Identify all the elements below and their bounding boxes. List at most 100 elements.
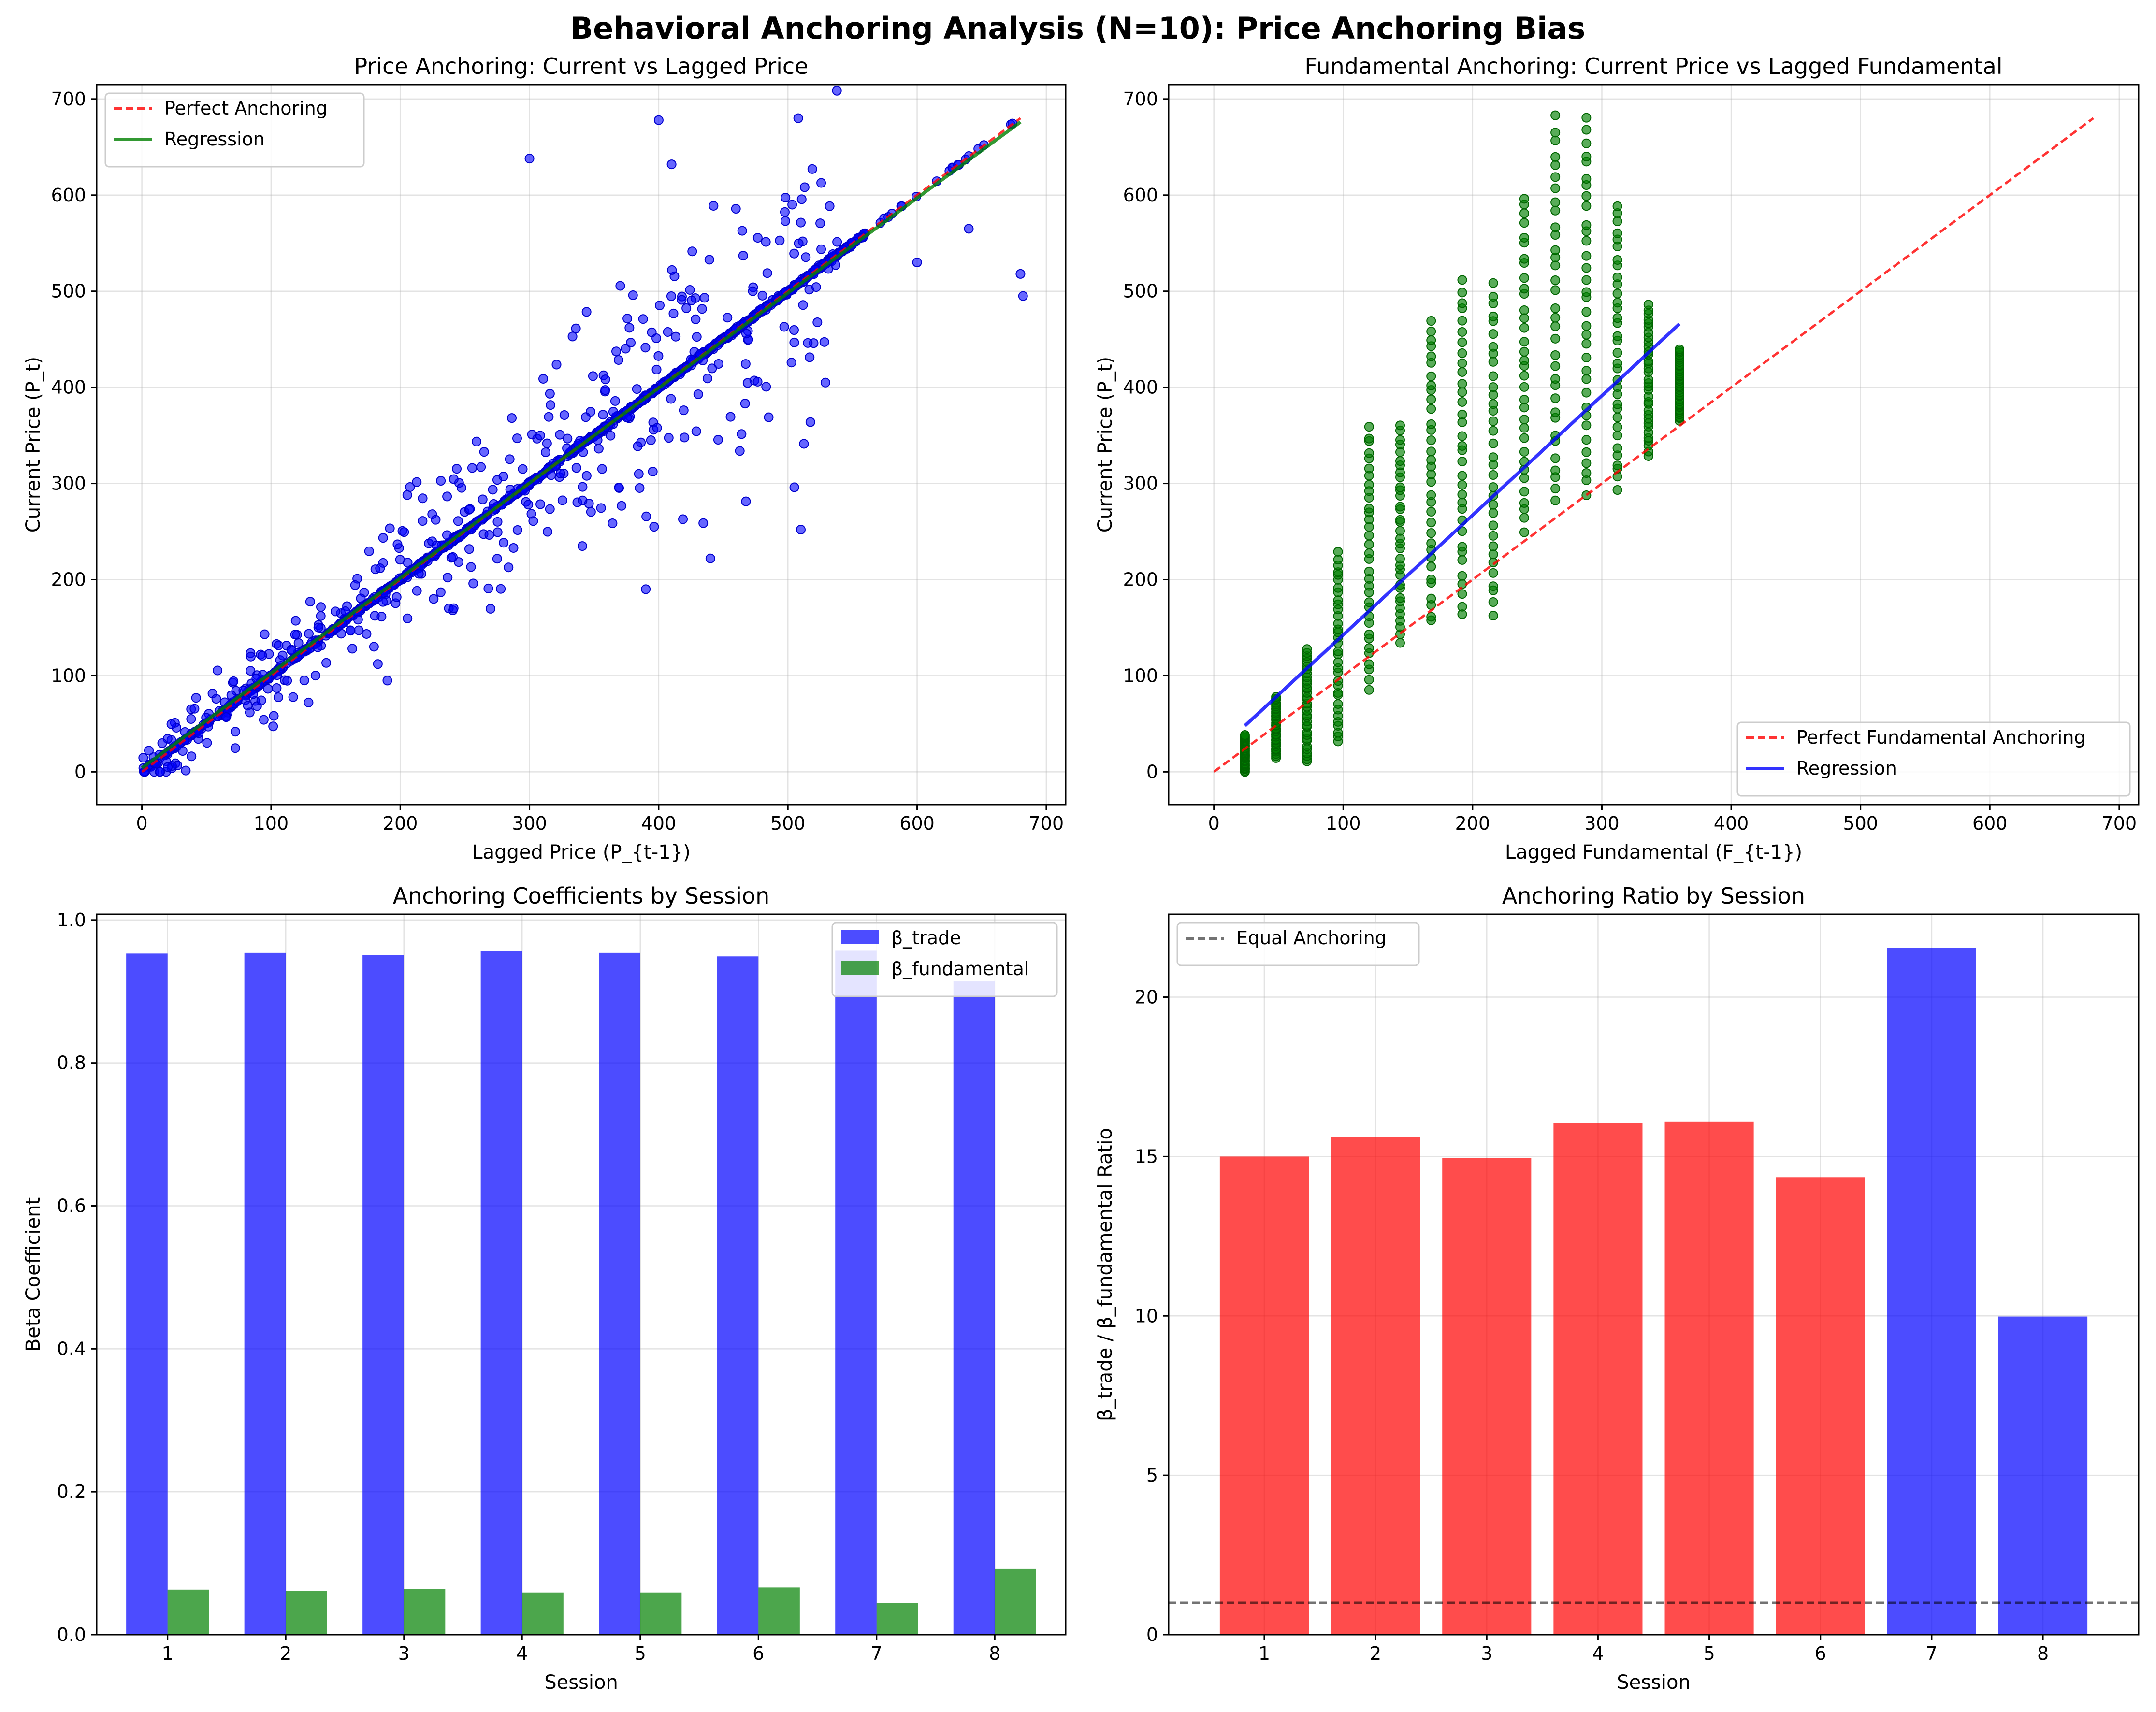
scatter-point [540, 447, 550, 457]
scatter-point [1488, 520, 1498, 531]
scatter-point [202, 738, 212, 748]
scatter-point [1426, 446, 1436, 457]
scatter-point [442, 491, 452, 502]
scatter-point [546, 400, 556, 410]
scatter-point [157, 738, 167, 748]
scatter-point [787, 200, 797, 210]
scatter-point [1581, 287, 1592, 297]
scatter-point [496, 584, 506, 594]
scatter-point [1612, 201, 1622, 211]
scatter-point [761, 382, 771, 392]
scatter-point [811, 282, 821, 292]
y-tick-label: 700 [1123, 88, 1158, 110]
scatter-point [1581, 191, 1592, 201]
scatter-point [382, 676, 392, 686]
scatter-point [1426, 612, 1436, 622]
scatter-point [1240, 730, 1250, 740]
scatter-point [467, 463, 477, 473]
grid-lines [1169, 85, 2139, 805]
scatter-point [1612, 443, 1622, 453]
beta-fundamental-bar [758, 1587, 800, 1635]
scatter-point [757, 290, 767, 301]
scatter-point [1550, 260, 1561, 271]
legend-entry: Equal Anchoring [1236, 927, 1387, 949]
y-tick-label: 20 [1135, 987, 1158, 1008]
scatter-point [1395, 435, 1405, 445]
scatter-point [699, 293, 709, 303]
scatter-point [762, 268, 772, 278]
scatter-point [288, 692, 298, 702]
scatter-point [1488, 611, 1498, 621]
scatter-point [1550, 285, 1561, 295]
x-axis-label: Session [544, 1671, 618, 1694]
scatter-point [615, 281, 625, 291]
scatter-point [1581, 152, 1592, 162]
scatter-point [1488, 597, 1498, 607]
scatter-point [761, 237, 771, 247]
scatter-point [1519, 305, 1529, 315]
scatter-point [1457, 441, 1467, 451]
scatter-point [535, 499, 546, 509]
ticks: 0 100 200 300 400 500 600 700 0 100 200 300 400 500 60… [51, 88, 1064, 834]
x-tick-label: 600 [1972, 813, 2008, 834]
scatter-point [466, 562, 476, 572]
scatter-point [741, 496, 751, 506]
scatter-point [1519, 513, 1529, 523]
scatter-point [1581, 420, 1592, 431]
scatter-point [1457, 316, 1467, 326]
scatter-point [1426, 575, 1436, 585]
scatter-point [803, 338, 813, 348]
scatter-point [1519, 423, 1529, 433]
scatter-point [449, 474, 459, 484]
y-tick-label: 200 [1123, 569, 1158, 590]
scatter-point [336, 629, 346, 639]
scatter-point [820, 377, 830, 388]
x-tick-label: 5 [635, 1643, 646, 1664]
scatter-point [1488, 482, 1498, 492]
x-tick-label: 700 [1029, 813, 1064, 834]
scatter-point [668, 308, 679, 318]
scatter-point [321, 658, 332, 668]
y-tick-label: 200 [51, 569, 86, 590]
scatter-point [443, 573, 453, 583]
scatter-point [1581, 201, 1592, 211]
legend-box [1736, 721, 2131, 797]
scatter-point [1612, 272, 1622, 282]
scatter-point [664, 433, 674, 443]
scatter-point [600, 374, 610, 385]
scatter-point [350, 580, 360, 590]
legend-entry: β_trade [891, 927, 961, 949]
scatter-point [435, 587, 446, 597]
scatter-point [663, 327, 673, 337]
scatter-point [1395, 526, 1405, 536]
panel-title: Fundamental Anchoring: Current Price vs … [1304, 53, 2002, 79]
y-tick-label: 300 [51, 473, 86, 494]
scatter-point [1519, 346, 1529, 357]
scatter-point [775, 235, 785, 245]
scatter-point [578, 495, 588, 505]
scatter-point [687, 246, 697, 257]
scatter-point [468, 578, 478, 589]
y-tick-label: 0.8 [57, 1052, 86, 1074]
scatter-point [1519, 498, 1529, 508]
x-axis-label: Session [1617, 1671, 1691, 1694]
scatter-point [512, 525, 522, 535]
x-tick-label: 100 [254, 813, 289, 834]
scatter-point [1581, 113, 1592, 123]
legend-bar-swatch [841, 930, 879, 944]
x-tick-label: 6 [1815, 1643, 1826, 1664]
ticks: 1 2 3 4 5 6 7 8 0.0 0.2 0.4 0.6 0.8 1.0 [57, 909, 1001, 1664]
y-axis-label: β_trade / β_fundamental Ratio [1094, 1128, 1116, 1421]
scatter-point [1364, 448, 1374, 458]
scatter-point [812, 317, 823, 328]
scatter-point [527, 430, 537, 440]
scatter-point [1581, 330, 1592, 340]
scatter-point [230, 727, 240, 737]
scatter-point [1364, 675, 1374, 685]
scatter-point [1333, 583, 1343, 593]
scatter-point [634, 469, 644, 479]
scatter-point [1581, 275, 1592, 285]
scatter-point [1333, 647, 1343, 657]
scatter-point [508, 543, 519, 553]
y-tick-label: 100 [51, 665, 86, 686]
